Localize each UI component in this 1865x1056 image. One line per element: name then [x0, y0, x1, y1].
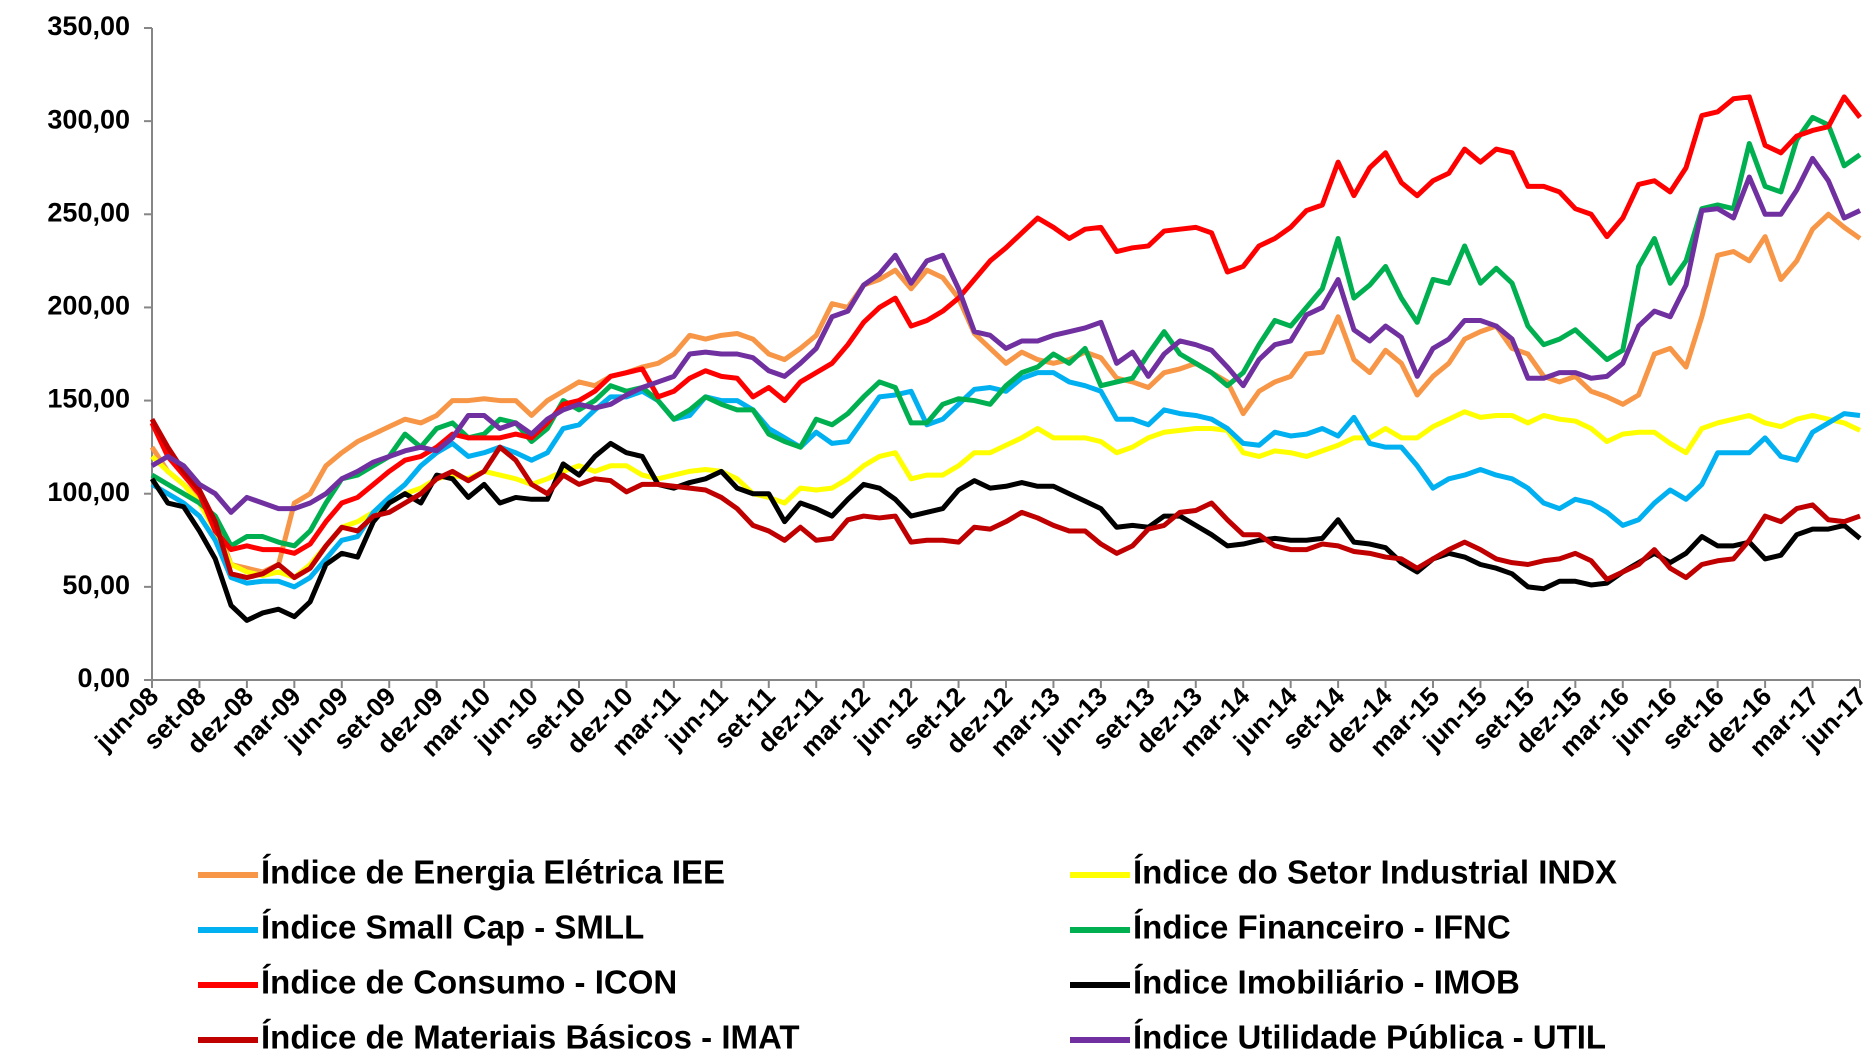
legend-label: Índice de Energia Elétrica IEE [261, 854, 725, 891]
legend-label: Índice de Materiais Básicos - IMAT [261, 1019, 800, 1056]
y-tick-label: 350,00 [47, 11, 130, 41]
series-line [149, 94, 1862, 556]
series-line [150, 155, 1862, 515]
y-tick-label: 300,00 [47, 104, 130, 134]
y-tick-label: 250,00 [47, 197, 130, 227]
legend-label: Índice Imobiliário - IMOB [1133, 964, 1520, 1001]
series-line [150, 114, 1862, 549]
series-line [149, 440, 1862, 623]
legend-label: Índice Financeiro - IFNC [1133, 909, 1511, 946]
series-line [149, 417, 1861, 582]
y-tick-label: 0,00 [77, 663, 130, 693]
series-line [150, 370, 1861, 590]
legend-label: Índice de Consumo - ICON [261, 964, 677, 1001]
series-line [149, 211, 1862, 575]
y-tick-label: 100,00 [47, 477, 130, 507]
y-tick-label: 150,00 [47, 384, 130, 414]
legend-label: Índice Utilidade Pública - UTIL [1133, 1019, 1606, 1056]
legend-label: Índice Small Cap - SMLL [261, 909, 644, 946]
legend-label: Índice do Setor Industrial INDX [1133, 854, 1617, 891]
y-tick-label: 200,00 [47, 291, 130, 321]
y-tick-label: 50,00 [62, 570, 130, 600]
